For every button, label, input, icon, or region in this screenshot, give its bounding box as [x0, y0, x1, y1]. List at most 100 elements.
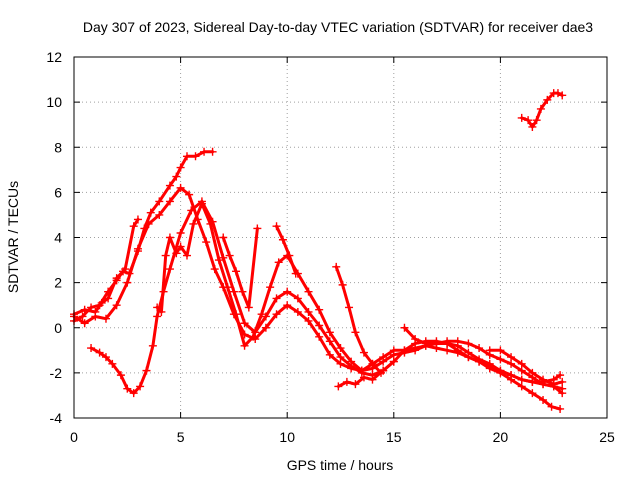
data-point: [549, 380, 558, 389]
data-point: [112, 274, 121, 283]
data-point: [421, 339, 430, 348]
data-point: [266, 283, 275, 292]
series-line: [403, 326, 564, 395]
data-point: [345, 303, 354, 312]
data-point: [464, 339, 473, 348]
data-point: [176, 242, 185, 251]
data-point: [172, 249, 181, 258]
data-point: [278, 235, 287, 244]
data-point: [539, 395, 548, 404]
x-tick-label: 10: [279, 429, 295, 445]
data-point: [176, 183, 185, 192]
data-point: [172, 172, 181, 181]
data-point: [176, 163, 185, 172]
data-point: [232, 310, 241, 319]
data-point: [558, 389, 567, 398]
data-point: [191, 152, 200, 161]
data-point: [274, 258, 283, 267]
data-point: [176, 228, 185, 237]
data-point: [229, 287, 238, 296]
data-point: [528, 368, 537, 377]
data-point: [146, 208, 155, 217]
data-point: [368, 359, 377, 368]
data-point: [210, 265, 219, 274]
data-point: [368, 375, 377, 384]
y-tick-label: 8: [54, 139, 62, 155]
data-point: [400, 346, 409, 355]
series-track-12: [517, 89, 567, 131]
data-point: [338, 280, 347, 289]
series-track-8: [332, 262, 386, 377]
series-track-10: [400, 323, 567, 398]
data-point: [144, 219, 153, 228]
data-point: [283, 301, 292, 310]
data-point: [524, 116, 533, 125]
data-point: [389, 350, 398, 359]
data-point: [200, 147, 209, 156]
data-point: [123, 278, 132, 287]
y-tick-label: -2: [50, 365, 63, 381]
x-tick-label: 5: [177, 429, 185, 445]
data-point: [153, 303, 162, 312]
data-point: [142, 366, 151, 375]
data-point: [496, 346, 505, 355]
data-point: [80, 305, 89, 314]
data-point: [187, 206, 196, 215]
data-point: [411, 335, 420, 344]
data-point: [240, 341, 249, 350]
x-tick-label: 15: [386, 429, 402, 445]
data-point: [78, 312, 87, 321]
data-point: [332, 262, 341, 271]
data-point: [129, 389, 138, 398]
data-point: [165, 265, 174, 274]
data-point: [161, 251, 170, 260]
data-point: [558, 91, 567, 100]
data-point: [108, 359, 117, 368]
data-point: [556, 371, 565, 380]
data-point: [315, 321, 324, 330]
data-point: [240, 319, 249, 328]
data-point: [165, 181, 174, 190]
data-point: [539, 375, 548, 384]
data-point: [532, 116, 541, 125]
data-point: [148, 341, 157, 350]
data-point: [223, 283, 232, 292]
data-point: [214, 256, 223, 265]
data-point: [517, 382, 526, 391]
data-point: [334, 382, 343, 391]
chart-title: Day 307 of 2023, Sidereal Day-to-day VTE…: [83, 19, 593, 35]
y-tick-label: -4: [50, 410, 63, 426]
data-point: [443, 346, 452, 355]
data-point: [342, 377, 351, 386]
data-point: [517, 375, 526, 384]
data-point: [153, 312, 162, 321]
data-point: [182, 251, 191, 260]
data-point: [202, 238, 211, 247]
data-point: [536, 104, 545, 113]
data-point: [87, 344, 96, 353]
data-point: [357, 366, 366, 375]
data-point: [507, 353, 516, 362]
data-point: [485, 362, 494, 371]
y-tick-label: 4: [54, 230, 62, 246]
data-point: [351, 328, 360, 337]
data-point: [315, 332, 324, 341]
series-line: [488, 348, 564, 386]
data-point: [304, 307, 313, 316]
y-tick-labels: -4 -2 0 2 4 6 8 10 12: [46, 49, 62, 426]
data-point: [547, 402, 556, 411]
x-tick-label: 20: [493, 429, 509, 445]
data-point: [206, 219, 215, 228]
data-point: [432, 339, 441, 348]
data-point: [315, 305, 324, 314]
series-line: [275, 224, 298, 276]
data-point: [155, 197, 164, 206]
data-point: [453, 337, 462, 346]
data-point: [272, 310, 281, 319]
data-point: [496, 355, 505, 364]
series-track-3: [70, 183, 567, 393]
data-point: [336, 359, 345, 368]
data-point: [336, 353, 345, 362]
data-point: [121, 265, 130, 274]
x-tick-label: 0: [70, 429, 78, 445]
